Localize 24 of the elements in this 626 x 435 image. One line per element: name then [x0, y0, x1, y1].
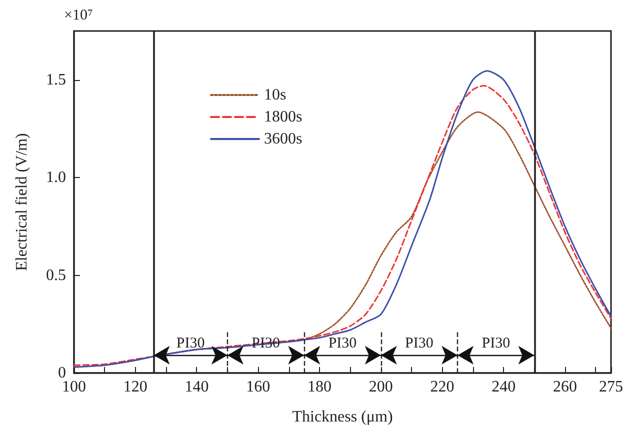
x-tick-label: 200: [368, 378, 393, 396]
x-tick-label: 240: [492, 378, 516, 396]
x-axis-title: Thickness (μm): [292, 408, 393, 426]
x-tick-label: 220: [430, 378, 454, 396]
x-tick-label: 160: [246, 378, 270, 396]
annotation: PI30: [482, 336, 510, 352]
text: ×10⁷: [64, 8, 93, 24]
y-tick-label: 1.0: [46, 169, 66, 186]
x-tick-label: 100: [62, 378, 86, 396]
annotation: PI30: [405, 336, 434, 352]
legend-label: 10s: [264, 86, 286, 104]
annotation: PI30: [176, 336, 205, 352]
x-tick-label: 275: [599, 378, 623, 396]
x-tick-label: 180: [307, 378, 332, 396]
y-axis-title: Electrical field (V/m): [14, 133, 30, 271]
legend-label: 3600s: [264, 130, 302, 148]
x-tick-label: 120: [123, 378, 148, 396]
y-tick-label: 0: [58, 364, 66, 382]
legend-label: 1800s: [264, 108, 302, 126]
y-tick-label: 0.5: [46, 266, 66, 284]
x-tick-label: 260: [552, 378, 577, 396]
annotation: PI30: [328, 336, 357, 352]
y-tick-label: 1.5: [46, 71, 66, 88]
x-tick-label: 140: [184, 378, 209, 396]
